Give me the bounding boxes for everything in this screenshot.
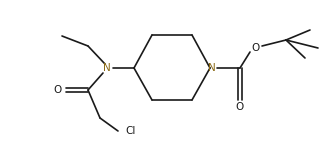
- Text: N: N: [103, 63, 111, 73]
- Text: O: O: [236, 102, 244, 112]
- Text: Cl: Cl: [126, 126, 136, 136]
- Text: O: O: [54, 85, 62, 95]
- Text: N: N: [208, 63, 216, 73]
- Text: O: O: [252, 43, 260, 53]
